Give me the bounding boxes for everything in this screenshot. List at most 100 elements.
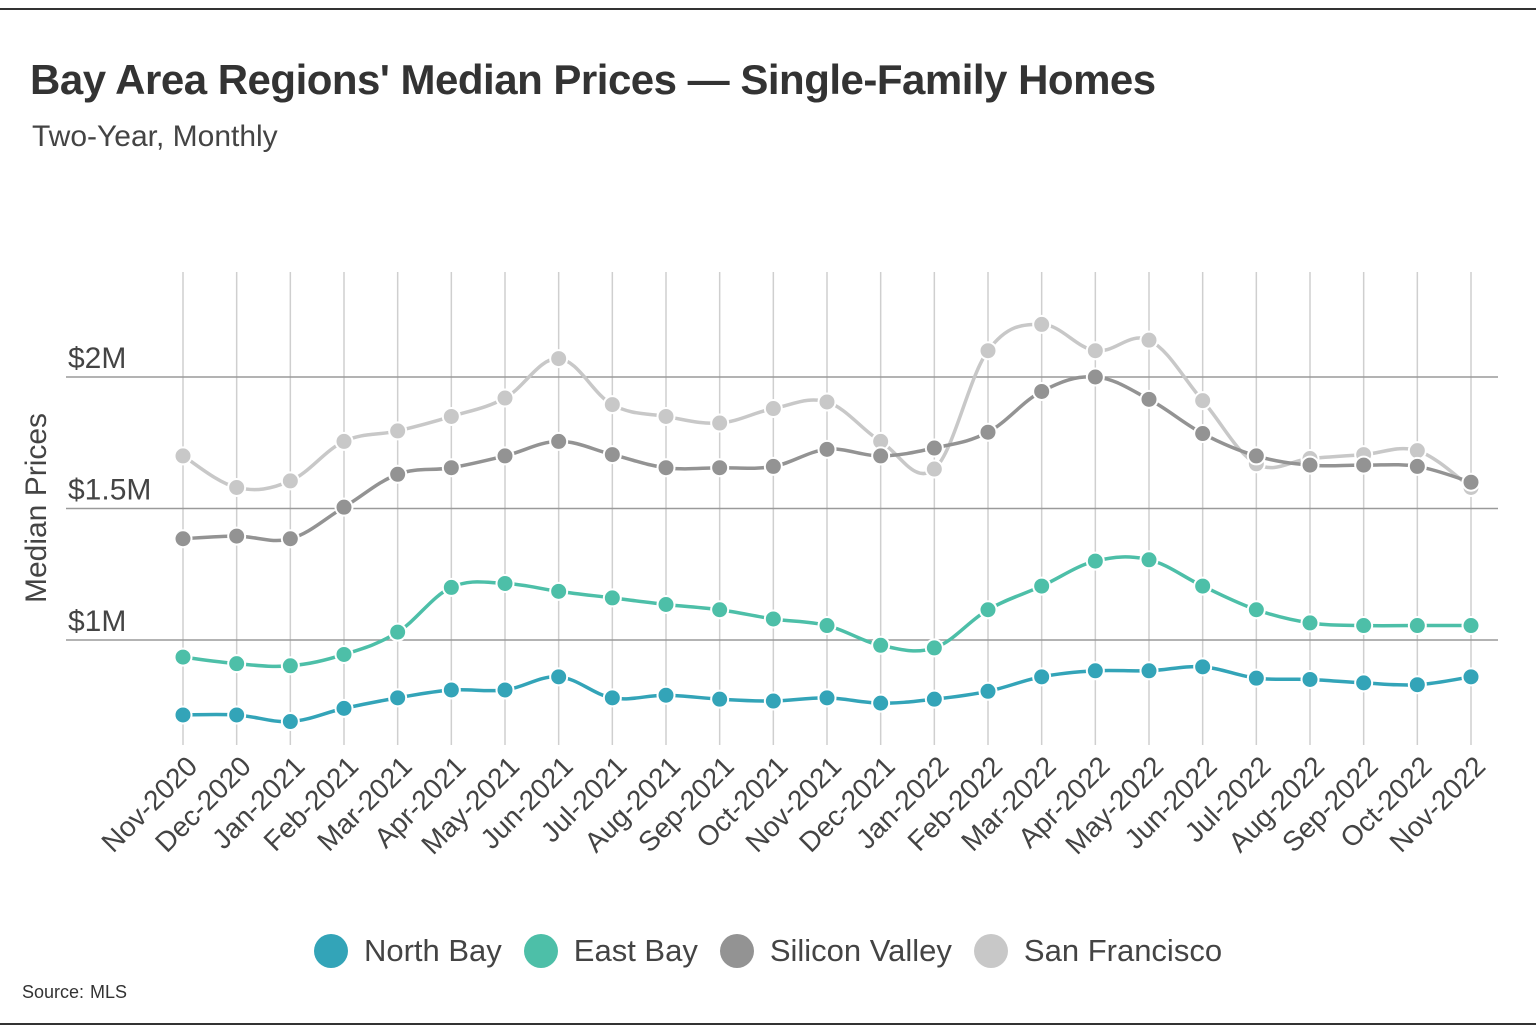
data-point-north-bay[interactable] [1085,661,1105,681]
data-point-silicon-valley[interactable] [710,458,730,478]
data-point-east-bay[interactable] [978,600,998,620]
data-point-san-francisco[interactable] [602,395,622,415]
data-point-east-bay[interactable] [388,622,408,642]
data-point-silicon-valley[interactable] [871,446,891,466]
data-point-san-francisco[interactable] [280,471,300,491]
data-point-north-bay[interactable] [710,689,730,709]
data-point-east-bay[interactable] [495,573,515,593]
data-point-east-bay[interactable] [549,581,569,601]
data-point-north-bay[interactable] [280,712,300,732]
data-point-north-bay[interactable] [978,681,998,701]
data-point-north-bay[interactable] [1139,661,1159,681]
data-point-silicon-valley[interactable] [1246,446,1266,466]
data-point-silicon-valley[interactable] [441,458,461,478]
data-point-san-francisco[interactable] [1193,391,1213,411]
data-point-san-francisco[interactable] [656,406,676,426]
data-point-east-bay[interactable] [1407,616,1427,636]
data-point-silicon-valley[interactable] [656,458,676,478]
legend-item-silicon-valley[interactable]: Silicon Valley [719,933,952,969]
data-point-silicon-valley[interactable] [924,438,944,458]
data-point-silicon-valley[interactable] [978,422,998,442]
data-point-silicon-valley[interactable] [1407,456,1427,476]
data-point-north-bay[interactable] [227,705,247,725]
data-point-silicon-valley[interactable] [388,464,408,484]
legend-item-east-bay[interactable]: East Bay [523,933,698,969]
data-point-silicon-valley[interactable] [1139,389,1159,409]
legend-item-san-francisco[interactable]: San Francisco [973,933,1222,969]
data-point-silicon-valley[interactable] [1461,472,1481,492]
data-point-silicon-valley[interactable] [1193,424,1213,444]
data-point-north-bay[interactable] [173,705,193,725]
data-point-north-bay[interactable] [871,693,891,713]
data-point-north-bay[interactable] [1032,667,1052,687]
data-point-north-bay[interactable] [602,688,622,708]
data-point-san-francisco[interactable] [1032,314,1052,334]
data-point-san-francisco[interactable] [710,413,730,433]
data-point-san-francisco[interactable] [549,349,569,369]
data-point-east-bay[interactable] [817,616,837,636]
data-point-north-bay[interactable] [441,680,461,700]
data-point-north-bay[interactable] [1193,657,1213,677]
data-point-east-bay[interactable] [173,647,193,667]
data-point-east-bay[interactable] [602,588,622,608]
data-point-silicon-valley[interactable] [1300,455,1320,475]
data-point-san-francisco[interactable] [817,392,837,412]
data-point-east-bay[interactable] [227,654,247,674]
data-point-san-francisco[interactable] [441,406,461,426]
data-point-san-francisco[interactable] [173,446,193,466]
data-point-east-bay[interactable] [1032,576,1052,596]
data-point-san-francisco[interactable] [1139,330,1159,350]
data-point-east-bay[interactable] [441,577,461,597]
data-point-north-bay[interactable] [817,688,837,708]
data-point-east-bay[interactable] [656,594,676,614]
data-point-silicon-valley[interactable] [763,456,783,476]
data-point-san-francisco[interactable] [334,431,354,451]
data-point-silicon-valley[interactable] [1354,455,1374,475]
data-point-silicon-valley[interactable] [495,446,515,466]
data-point-san-francisco[interactable] [924,459,944,479]
data-point-north-bay[interactable] [924,689,944,709]
data-point-silicon-valley[interactable] [173,529,193,549]
data-point-east-bay[interactable] [1300,613,1320,633]
data-point-san-francisco[interactable] [1407,441,1427,461]
data-point-north-bay[interactable] [1300,669,1320,689]
data-point-san-francisco[interactable] [978,341,998,361]
data-point-east-bay[interactable] [1246,600,1266,620]
data-point-silicon-valley[interactable] [280,529,300,549]
data-point-east-bay[interactable] [1354,616,1374,636]
data-point-east-bay[interactable] [924,638,944,658]
data-point-north-bay[interactable] [1246,668,1266,688]
data-point-silicon-valley[interactable] [1085,367,1105,387]
data-point-north-bay[interactable] [549,667,569,687]
data-point-north-bay[interactable] [334,698,354,718]
data-point-san-francisco[interactable] [1085,341,1105,361]
data-point-san-francisco[interactable] [388,421,408,441]
data-point-silicon-valley[interactable] [549,431,569,451]
data-point-san-francisco[interactable] [227,477,247,497]
data-point-silicon-valley[interactable] [227,526,247,546]
data-point-san-francisco[interactable] [495,388,515,408]
data-point-east-bay[interactable] [1139,550,1159,570]
data-point-silicon-valley[interactable] [817,439,837,459]
data-point-silicon-valley[interactable] [602,445,622,465]
data-point-east-bay[interactable] [763,609,783,629]
data-point-east-bay[interactable] [1193,576,1213,596]
data-point-north-bay[interactable] [656,685,676,705]
data-point-north-bay[interactable] [495,680,515,700]
legend-item-north-bay[interactable]: North Bay [313,933,502,969]
data-point-north-bay[interactable] [1461,667,1481,687]
y-tick-label: $1.5M [68,474,151,507]
data-point-san-francisco[interactable] [763,399,783,419]
data-point-north-bay[interactable] [1407,675,1427,695]
data-point-east-bay[interactable] [334,644,354,664]
data-point-silicon-valley[interactable] [334,497,354,517]
data-point-north-bay[interactable] [763,691,783,711]
data-point-north-bay[interactable] [1354,673,1374,693]
data-point-north-bay[interactable] [388,688,408,708]
data-point-east-bay[interactable] [1085,551,1105,571]
data-point-east-bay[interactable] [710,600,730,620]
data-point-silicon-valley[interactable] [1032,381,1052,401]
data-point-east-bay[interactable] [1461,616,1481,636]
data-point-east-bay[interactable] [280,656,300,676]
data-point-east-bay[interactable] [871,635,891,655]
